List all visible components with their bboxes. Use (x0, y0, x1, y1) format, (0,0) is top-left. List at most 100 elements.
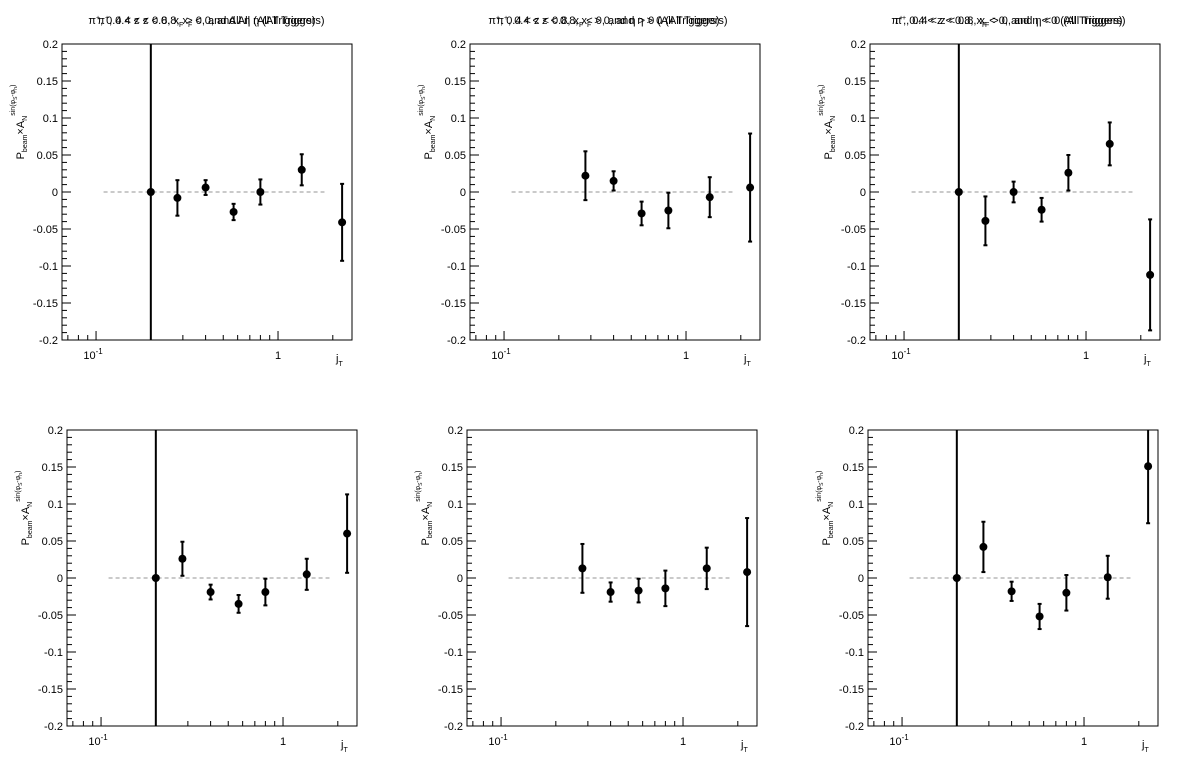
data-point (178, 554, 187, 563)
data-point (343, 529, 352, 538)
data-point (1146, 270, 1155, 279)
y-tick-label: 0.1 (448, 499, 463, 511)
y-tick-label: 0.2 (451, 39, 466, 51)
y-tick-label: -0.2 (39, 335, 58, 347)
y-tick-label: 0.05 (845, 150, 866, 162)
y-axis-label: Pbeam×ANsin(φS-φh) (15, 471, 34, 546)
y-tick-label: 0.2 (448, 425, 463, 437)
y-tick-label: 0 (860, 187, 866, 199)
y-tick-label: -0.15 (33, 298, 58, 310)
data-point (1105, 139, 1114, 148)
y-tick-label: -0.1 (39, 261, 58, 273)
panel-5: π+, 0.4 < z < 0.8, xF < 0, and η > 0 (Al… (415, 15, 758, 754)
data-point (578, 564, 587, 573)
y-axis-label: Pbeam×ANsin(φS-φh) (415, 471, 434, 546)
data-point (256, 188, 265, 196)
y-axis-label: Pbeam×ANsin(φS-φh) (418, 85, 437, 160)
y-tick-label: 0.1 (849, 499, 864, 511)
data-point (1007, 587, 1016, 596)
y-tick-label: 0.1 (48, 499, 63, 511)
x-tick-label: 10-1 (83, 347, 103, 362)
x-tick-label: 10-1 (491, 347, 511, 362)
data-point (1062, 588, 1071, 597)
x-axis-label: jT (740, 739, 748, 754)
x-axis-label: jT (743, 353, 751, 368)
y-tick-label: 0.2 (849, 425, 864, 437)
data-point (206, 588, 215, 597)
data-point (1035, 612, 1044, 621)
y-axis-label: Pbeam×ANsin(φS-φh) (10, 85, 29, 160)
data-point (606, 588, 615, 597)
y-tick-label: 0 (52, 187, 58, 199)
y-tick-label: 0.05 (442, 536, 463, 548)
y-tick-label: 0.15 (442, 462, 463, 474)
y-tick-label: 0.05 (843, 536, 864, 548)
data-point (302, 570, 311, 579)
y-tick-label: -0.15 (839, 684, 864, 696)
y-tick-label: -0.1 (44, 647, 63, 659)
y-tick-label: 0.1 (451, 113, 466, 125)
y-tick-label: 0.15 (42, 462, 63, 474)
y-tick-label: 0.05 (445, 150, 466, 162)
data-point (609, 176, 618, 185)
data-point (581, 171, 590, 180)
y-tick-label: -0.1 (845, 647, 864, 659)
y-tick-label: -0.05 (438, 610, 463, 622)
y-tick-label: -0.05 (38, 610, 63, 622)
y-tick-label: 0 (460, 187, 466, 199)
y-tick-label: -0.05 (839, 610, 864, 622)
data-point (1037, 205, 1046, 214)
y-tick-label: -0.05 (441, 224, 466, 236)
y-tick-label: 0.15 (445, 76, 466, 88)
y-axis-label: Pbeam×ANsin(φS-φh) (818, 85, 837, 160)
data-point (201, 183, 210, 192)
data-point (743, 568, 752, 577)
x-tick-label: 10-1 (488, 733, 508, 748)
data-point (664, 206, 673, 215)
x-axis-label: jT (340, 739, 348, 754)
panel-6: π+, 0.4 < z < 0.8, xF < 0, and η < 0 (Al… (816, 15, 1159, 754)
y-tick-label: -0.1 (847, 261, 866, 273)
chart-title: π+, 0.4 < z < 0.8, xF < 0, and All η (Al… (97, 15, 324, 29)
panel-3: π+, 0.4 < z < 0.8, xF > 0, and η < 0 (Al… (818, 15, 1161, 368)
y-tick-label: -0.05 (841, 224, 866, 236)
data-point (702, 564, 711, 573)
x-tick-label: 1 (683, 350, 689, 362)
x-axis-label: jT (335, 353, 343, 368)
x-tick-label: 10-1 (891, 347, 911, 362)
data-point (952, 574, 961, 582)
y-tick-label: 0.2 (48, 425, 63, 437)
data-point (705, 193, 714, 202)
data-point (979, 542, 988, 551)
x-tick-label: 10-1 (889, 733, 909, 748)
y-tick-label: -0.2 (44, 721, 63, 733)
y-tick-label: 0.1 (851, 113, 866, 125)
chart-title: π+, 0.4 < z < 0.8, xF > 0, and η > 0 (Al… (496, 15, 727, 29)
data-point (1009, 188, 1018, 196)
y-tick-label: -0.2 (444, 721, 463, 733)
y-tick-label: -0.15 (841, 298, 866, 310)
y-tick-label: -0.2 (847, 335, 866, 347)
data-point (637, 209, 646, 218)
data-point (981, 216, 990, 225)
y-tick-label: -0.15 (38, 684, 63, 696)
y-tick-label: 0 (57, 573, 63, 585)
x-tick-label: 1 (680, 736, 686, 748)
x-axis-label: jT (1143, 353, 1151, 368)
x-tick-label: 1 (1083, 350, 1089, 362)
data-point (234, 599, 243, 608)
data-point (173, 193, 182, 202)
x-tick-label: 1 (1081, 736, 1087, 748)
y-tick-label: 0.15 (37, 76, 58, 88)
x-tick-label: 1 (275, 350, 281, 362)
data-point (746, 183, 755, 192)
chart-title: π+, 0.4 < z < 0.8, xF > 0, and η < 0 (Al… (894, 15, 1125, 29)
y-axis-label: Pbeam×ANsin(φS-φh) (816, 471, 835, 546)
y-tick-label: -0.2 (447, 335, 466, 347)
y-tick-label: 0.1 (43, 113, 58, 125)
y-tick-label: 0.2 (43, 39, 58, 51)
panel-2: π+, 0.4 < z < 0.8, xF > 0, and η > 0 (Al… (418, 15, 761, 368)
y-tick-label: -0.15 (441, 298, 466, 310)
y-tick-label: 0.15 (845, 76, 866, 88)
